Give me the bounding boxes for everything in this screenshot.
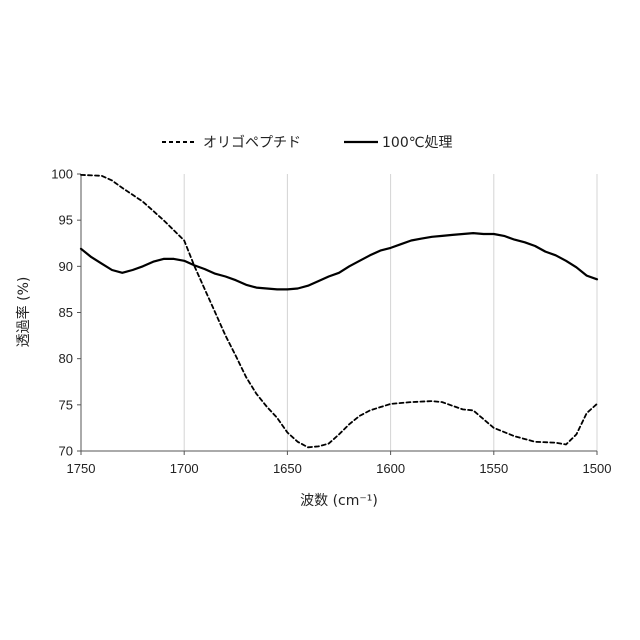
x-tick-label-1650: 1650 <box>273 461 302 476</box>
legend: オリゴペプチド 100℃処理 <box>162 134 452 151</box>
y-tick-label-75: 75 <box>59 397 73 412</box>
series-layer <box>81 175 597 447</box>
y-tick-label-100: 100 <box>51 167 73 182</box>
y-tick-label-80: 80 <box>59 351 73 366</box>
x-tick-label-1500: 1500 <box>583 461 612 476</box>
y-axis-title: 透過率 (%) <box>15 277 32 348</box>
y-tick-label-85: 85 <box>59 305 73 320</box>
axes <box>77 174 597 455</box>
series-line-100c-treated <box>81 233 597 289</box>
x-axis-title: 波数 (cm⁻¹) <box>300 493 378 509</box>
series-line-oligopeptide <box>81 175 597 447</box>
x-tick-label-1750: 1750 <box>67 461 96 476</box>
y-tick-label-90: 90 <box>59 259 73 274</box>
x-tick-label-1550: 1550 <box>479 461 508 476</box>
tick-labels: 70 75 80 85 90 95 100 1750 1700 1650 1600 1550 1500 <box>51 167 611 477</box>
y-tick-label-95: 95 <box>59 213 73 228</box>
x-tick-label-1700: 1700 <box>170 461 199 476</box>
gridlines <box>184 174 597 451</box>
legend-label-oligopeptide: オリゴペプチド <box>203 134 301 151</box>
x-tick-label-1600: 1600 <box>376 461 405 476</box>
y-tick-label-70: 70 <box>59 444 73 459</box>
legend-label-100c-treated: 100℃処理 <box>382 135 452 151</box>
